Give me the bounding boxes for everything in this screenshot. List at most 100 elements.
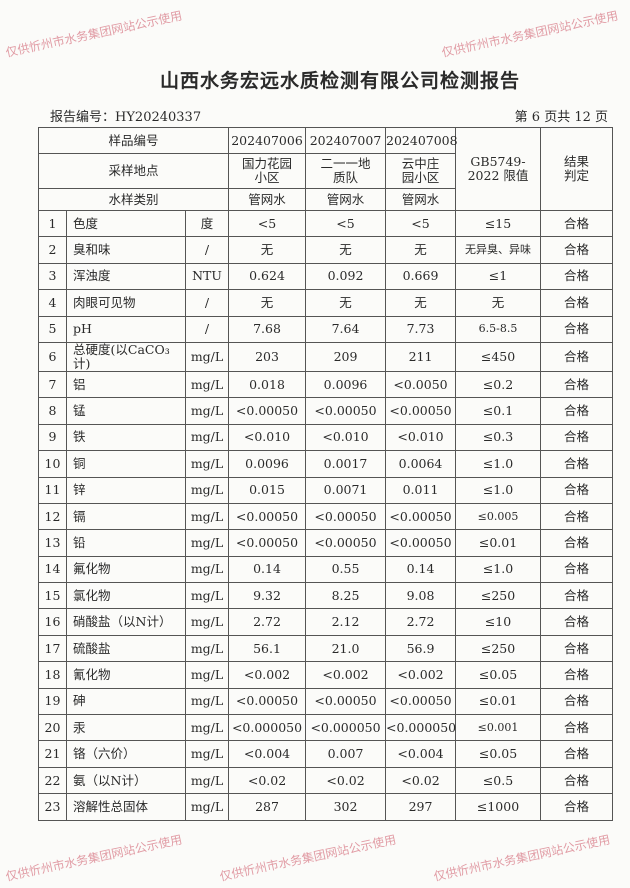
result: 合格 [540, 289, 614, 317]
value: <0.000050 [228, 714, 307, 742]
unit: / [184, 315, 230, 343]
value: <0.00050 [385, 529, 457, 557]
value: <0.0050 [385, 370, 457, 399]
unit: mg/L [184, 661, 230, 689]
value: <5 [305, 209, 387, 238]
value: 297 [385, 793, 457, 821]
limit: ≤0.3 [455, 423, 542, 452]
value: 0.624 [228, 262, 307, 291]
limit: ≤0.5 [455, 766, 542, 795]
limit: ≤15 [455, 209, 542, 238]
unit: mg/L [184, 450, 230, 478]
value: 0.0071 [305, 476, 387, 504]
value: 无 [228, 236, 307, 264]
value: 0.14 [228, 555, 307, 584]
value: <0.004 [228, 740, 307, 768]
row-number: 20 [38, 714, 67, 742]
table-row: 19 砷 mg/L <0.00050 <0.00050 <0.00050 ≤0.01 合格 [38, 687, 614, 716]
row-number: 5 [38, 315, 67, 343]
site-label: 采样地点 [37, 153, 230, 189]
result: 合格 [540, 370, 614, 399]
result: 合格 [540, 450, 614, 478]
unit: mg/L [184, 608, 230, 636]
value: 0.0096 [305, 370, 387, 399]
limit: ≤250 [455, 582, 542, 610]
value: <0.00050 [228, 502, 307, 531]
limit: ≤10 [455, 608, 542, 636]
value: <0.02 [228, 766, 307, 795]
value: 0.669 [385, 262, 457, 291]
value: 0.015 [228, 476, 307, 504]
result: 合格 [540, 262, 614, 291]
row-number: 17 [38, 634, 67, 663]
limit: 6.5-8.5 [455, 315, 542, 343]
value: 0.007 [305, 740, 387, 768]
result: 合格 [540, 315, 614, 343]
table-row: 18 氰化物 mg/L <0.002 <0.002 <0.002 ≤0.05 合格 [38, 661, 614, 689]
unit: mg/L [184, 476, 230, 504]
table-row: 10 铜 mg/L 0.0096 0.0017 0.0064 ≤1.0 合格 [38, 450, 614, 478]
limit-header: GB5749-2022 限值 [455, 127, 542, 211]
row-number: 19 [38, 687, 67, 716]
value: 7.68 [228, 315, 307, 343]
row-number: 9 [38, 423, 67, 452]
item-name: 臭和味 [66, 236, 186, 264]
result: 合格 [540, 714, 614, 742]
result: 合格 [540, 608, 614, 636]
row-number: 14 [38, 555, 67, 584]
value: 21.0 [305, 634, 387, 663]
table-row: 16 硝酸盐（以N计） mg/L 2.72 2.12 2.72 ≤10 合格 [38, 608, 614, 636]
value: 2.12 [305, 608, 387, 636]
value: <0.00050 [305, 502, 387, 531]
result: 合格 [540, 502, 614, 531]
value: 0.14 [385, 555, 457, 584]
value: <0.00050 [385, 687, 457, 716]
unit: / [184, 289, 230, 317]
watermark: 仅供忻州市水务集团网站公示使用 [440, 8, 620, 60]
value: 0.0064 [385, 450, 457, 478]
table-row: 11 锌 mg/L 0.015 0.0071 0.011 ≤1.0 合格 [38, 476, 614, 504]
limit: ≤0.05 [455, 740, 542, 768]
sample-type: 管网水 [305, 188, 387, 211]
unit: NTU [184, 262, 230, 291]
sample-site: 云中庄园小区 [385, 153, 457, 189]
results-table: 样品编号 202407006 202407007 202407008 GB574… [37, 127, 614, 821]
item-name: pH [66, 315, 186, 343]
value: <0.00050 [228, 687, 307, 716]
item-name: 铬（六价） [66, 740, 186, 768]
result: 合格 [540, 341, 614, 372]
result: 合格 [540, 423, 614, 452]
limit: ≤0.01 [455, 529, 542, 557]
table-row: 15 氯化物 mg/L 9.32 8.25 9.08 ≤250 合格 [38, 582, 614, 610]
result: 合格 [540, 529, 614, 557]
unit: mg/L [184, 370, 230, 399]
value: 9.08 [385, 582, 457, 610]
item-name: 溶解性总固体 [66, 793, 186, 821]
unit: mg/L [184, 714, 230, 742]
item-name: 氨（以N计） [66, 766, 186, 795]
item-name: 浑浊度 [66, 262, 186, 291]
result: 合格 [540, 555, 614, 584]
unit: mg/L [184, 766, 230, 795]
value: <0.00050 [228, 397, 307, 425]
result: 合格 [540, 476, 614, 504]
row-number: 1 [38, 209, 67, 238]
limit: ≤1 [455, 262, 542, 291]
limit: ≤0.2 [455, 370, 542, 399]
item-name: 氯化物 [66, 582, 186, 610]
sample-site: 国力花园小区 [228, 153, 307, 189]
item-name: 锰 [66, 397, 186, 425]
limit: ≤1.0 [455, 555, 542, 584]
result-header: 结果判定 [540, 127, 614, 211]
report-number: 报告编号：HY20240337 [50, 110, 202, 125]
value: <0.00050 [305, 687, 387, 716]
item-name: 色度 [66, 209, 186, 238]
item-name: 硝酸盐（以N计） [66, 608, 186, 636]
table-row: 6 总硬度(以CaCO₃计) mg/L 203 209 211 ≤450 合格 [38, 341, 614, 372]
unit: mg/L [184, 423, 230, 452]
item-name: 铅 [66, 529, 186, 557]
table-row: 8 锰 mg/L <0.00050 <0.00050 <0.00050 ≤0.1 合格 [38, 397, 614, 425]
value: <0.00050 [305, 529, 387, 557]
value: 0.55 [305, 555, 387, 584]
value: 0.011 [385, 476, 457, 504]
